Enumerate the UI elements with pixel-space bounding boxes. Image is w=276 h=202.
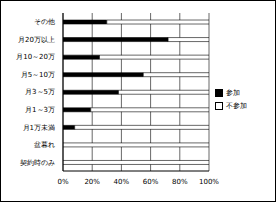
svg-text:60%: 60%	[143, 178, 159, 186]
svg-text:月5～10万: 月5～10万	[21, 71, 55, 79]
svg-text:月1～3万: 月1～3万	[25, 106, 55, 114]
svg-text:80%: 80%	[172, 178, 188, 186]
html-text:参加: 参加	[226, 89, 240, 97]
svg-text:契約時のみ: 契約時のみ	[20, 159, 55, 167]
svg-text:0%: 0%	[57, 178, 68, 186]
svg-text:月1万未満: 月1万未満	[23, 124, 55, 132]
svg-text:月3～5万: 月3～5万	[25, 88, 55, 96]
html-text:不参加: 不参加	[226, 102, 247, 110]
svg-text:月10～20万: 月10～20万	[16, 53, 55, 61]
svg-text:月20万以上: 月20万以上	[18, 36, 55, 44]
svg-text:100%: 100%	[199, 178, 219, 186]
svg-text:その他: その他	[34, 18, 55, 26]
svg-text:20%: 20%	[84, 178, 100, 186]
svg-text:40%: 40%	[114, 178, 130, 186]
svg-text:盆暮れ: 盆暮れ	[34, 141, 55, 149]
